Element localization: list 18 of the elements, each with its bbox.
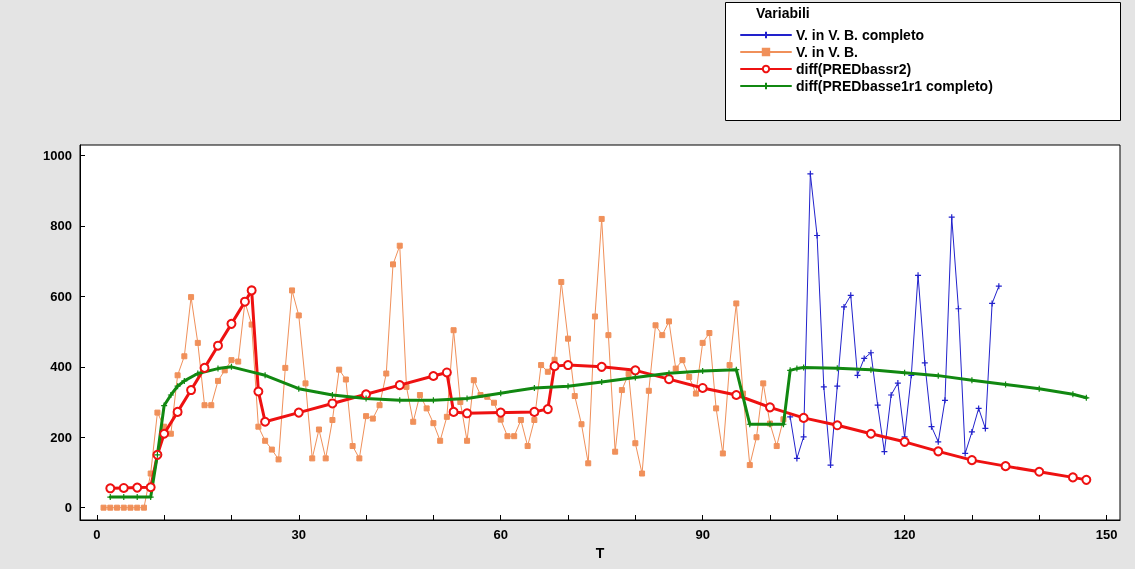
legend-title: Variabili — [756, 5, 810, 21]
x-tick-label: 90 — [695, 527, 710, 542]
x-tick-label: 60 — [493, 527, 508, 542]
y-tick-label: 400 — [50, 359, 72, 375]
x-tick-label: 120 — [893, 527, 916, 542]
y-tick-label: 200 — [50, 429, 72, 445]
y-tick-label: 1000 — [43, 148, 72, 164]
legend-label: diff(PREDbasse1r1 completo) — [796, 78, 993, 94]
y-tick-label: 800 — [50, 218, 72, 234]
legend-label: V. in V. B. completo — [796, 27, 925, 43]
x-tick-label: 150 — [1095, 527, 1118, 542]
legend-label: diff(PREDbassr2) — [796, 61, 912, 77]
x-tick-label: 0 — [93, 527, 101, 542]
y-tick-label: 600 — [50, 288, 72, 304]
legend-label: V. in V. B. — [796, 44, 858, 60]
x-axis-title: T — [595, 544, 605, 561]
y-tick-label: 0 — [64, 500, 72, 516]
x-tick-label: 30 — [291, 527, 306, 542]
